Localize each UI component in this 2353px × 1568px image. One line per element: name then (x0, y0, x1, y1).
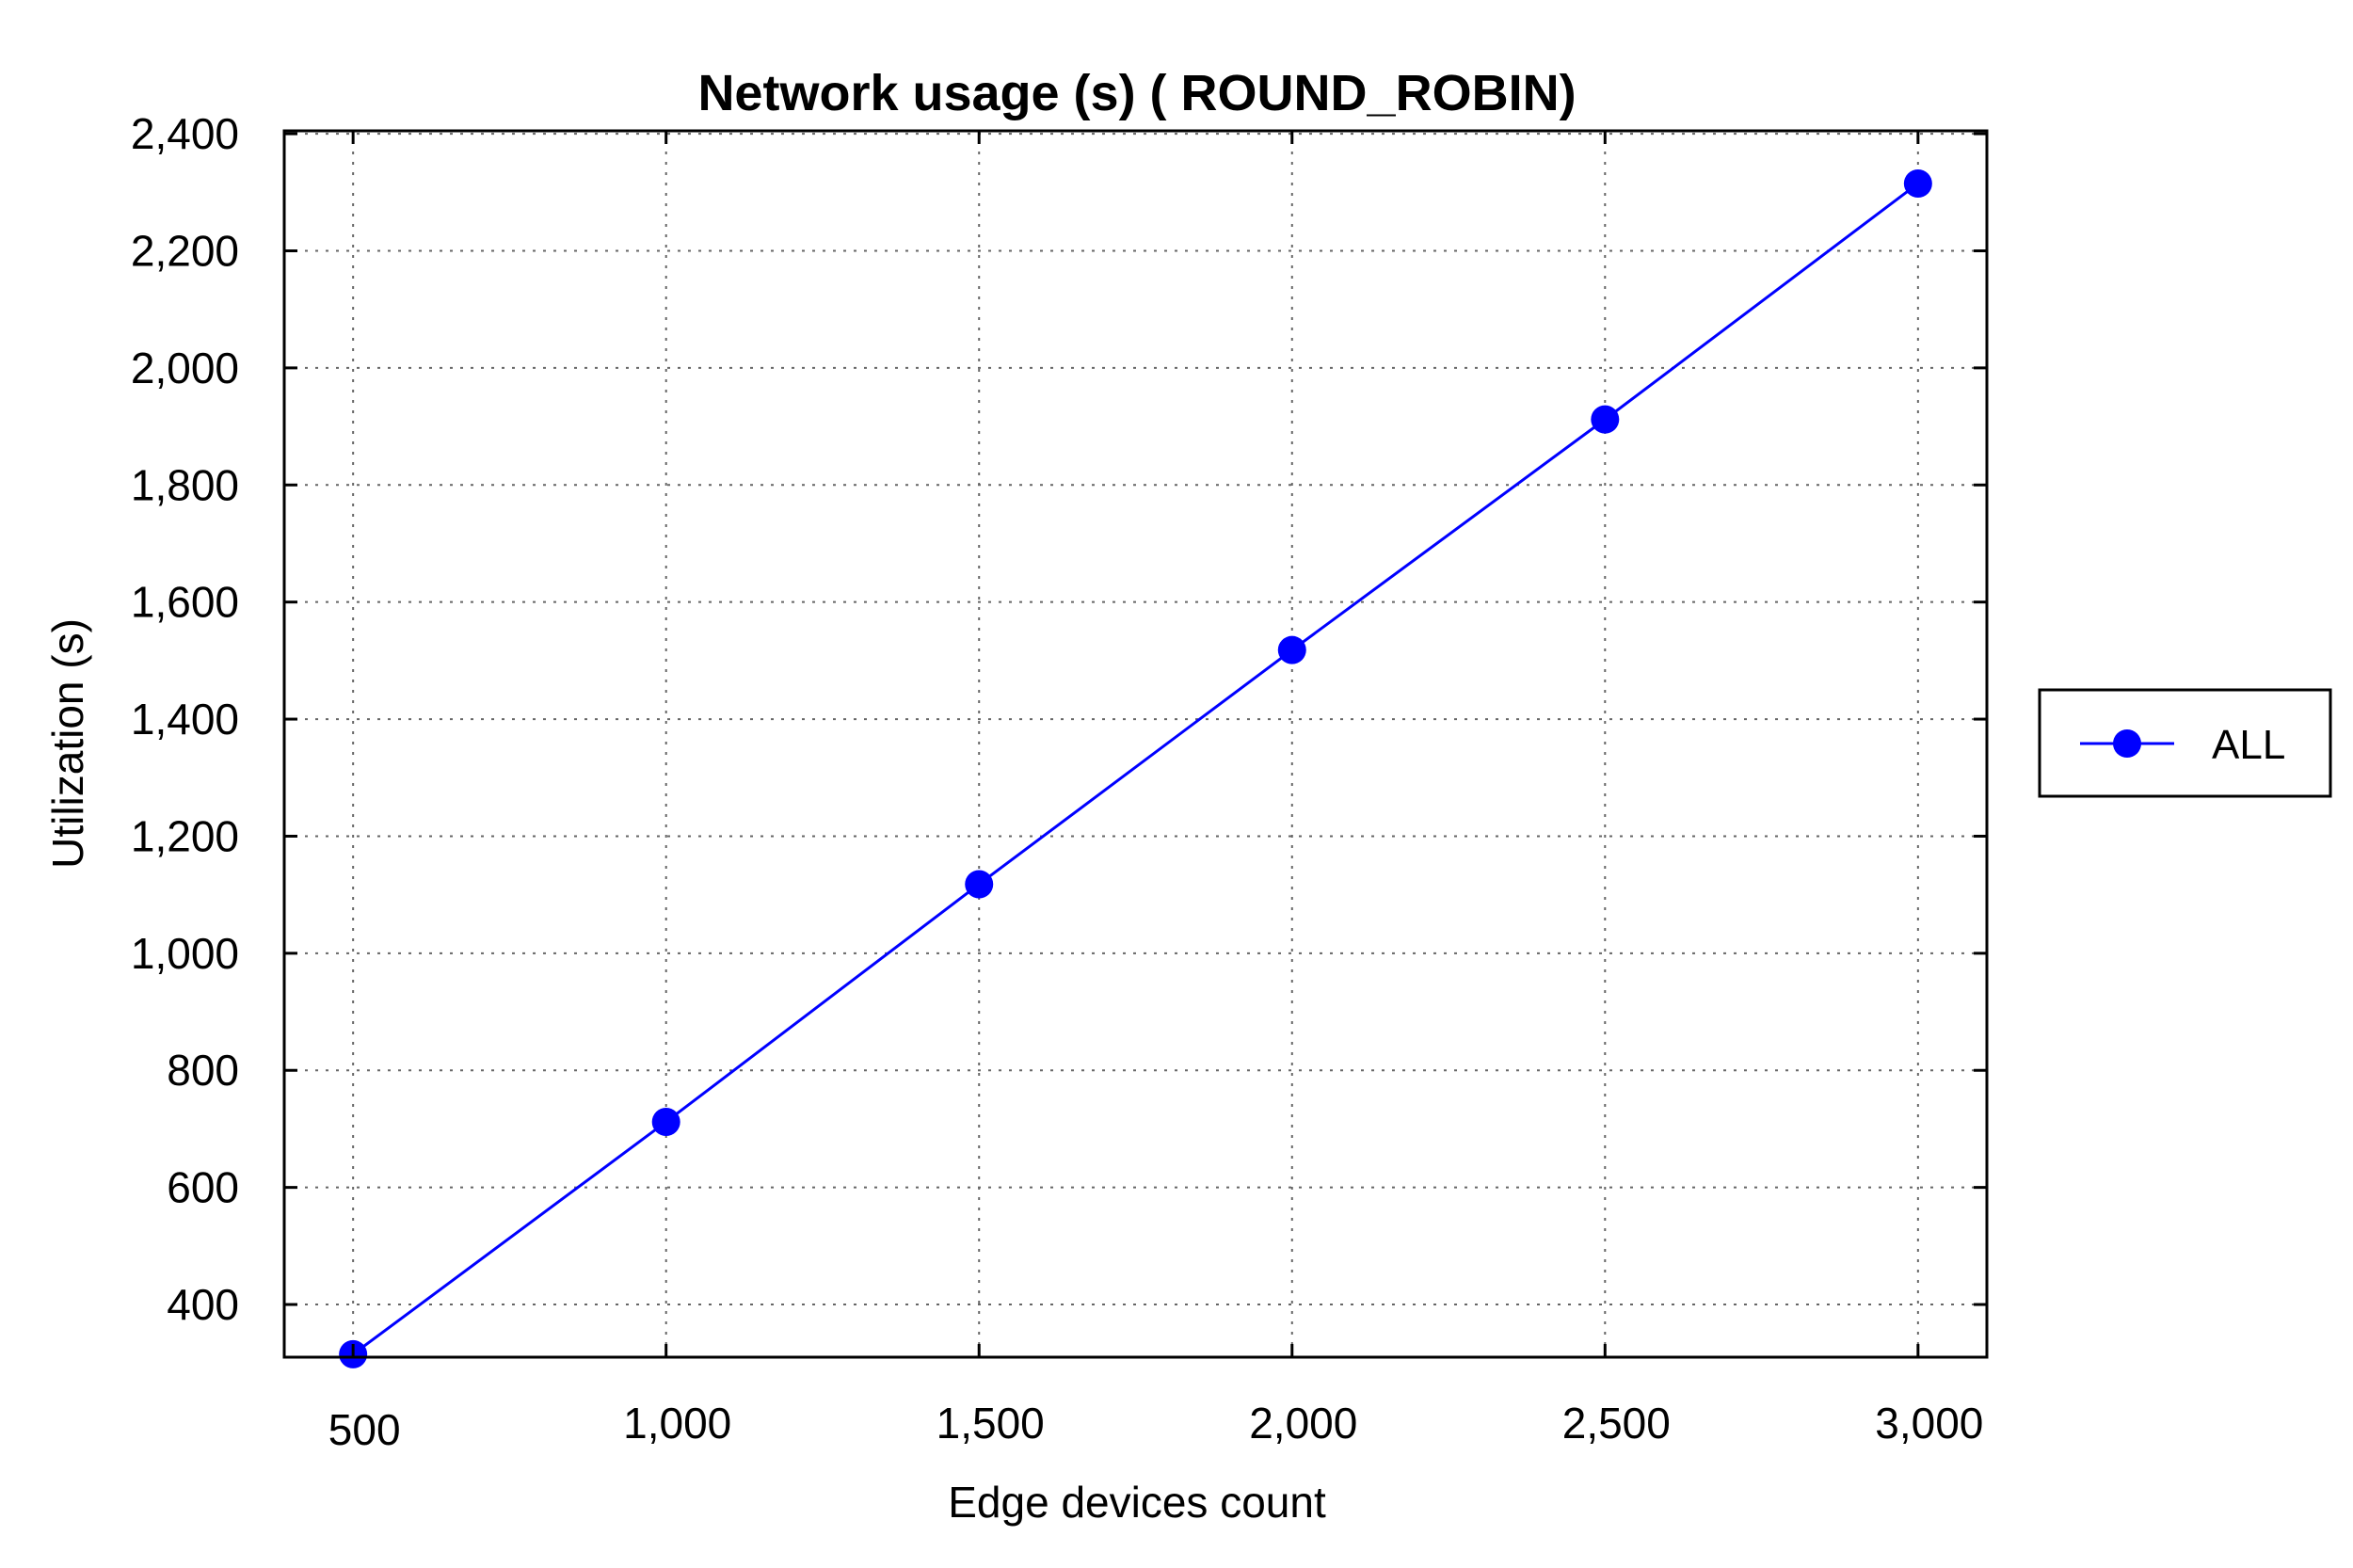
y-tick-label: 1,200 (131, 811, 239, 860)
y-axis-ticks: 400 600 800 1,000 1,200 1,400 1,600 1,800 2,000 2… (131, 109, 1987, 1329)
y-tick-label: 400 (167, 1280, 239, 1329)
x-tick-label: 500 (328, 1405, 401, 1454)
series-markers (339, 168, 1932, 1368)
data-point (1277, 635, 1306, 664)
x-tick-label: 2,000 (1249, 1399, 1357, 1448)
y-axis-label: Utilization (s) (43, 618, 92, 869)
data-point (1903, 168, 1932, 198)
series-line-layer (352, 182, 1919, 1356)
plot-frame (282, 129, 1989, 1359)
series-line (352, 182, 1919, 1356)
legend-entry-label: ALL (2212, 722, 2285, 768)
y-tick-label: 600 (167, 1163, 239, 1212)
y-tick-label: 1,400 (131, 695, 239, 744)
data-point (1591, 405, 1620, 434)
y-tick-label: 1,600 (131, 578, 239, 627)
x-tick-label: 1,000 (623, 1399, 731, 1448)
x-tick-label: 3,000 (1875, 1399, 1983, 1448)
y-tick-label: 2,200 (131, 227, 239, 276)
y-tick-label: 2,000 (131, 344, 239, 392)
legend: ALL (2038, 688, 2332, 798)
y-tick-label: 800 (167, 1046, 239, 1095)
x-tick-label: 1,500 (936, 1399, 1045, 1448)
y-tick-label: 1,000 (131, 929, 239, 978)
y-tick-label: 1,800 (131, 460, 239, 509)
x-axis-label: Edge devices count (948, 1478, 1326, 1527)
data-point (965, 870, 994, 899)
chart-title: Network usage (s) ( ROUND_ROBIN) (697, 65, 1576, 121)
legend-marker (2113, 729, 2141, 758)
y-tick-label: 2,400 (131, 109, 239, 158)
x-tick-label: 2,500 (1562, 1399, 1671, 1448)
data-point (651, 1107, 680, 1136)
x-axis-ticks: 500 1,000 1,500 2,000 2,500 3,000 (328, 131, 1983, 1454)
grid-lines (284, 131, 1987, 1357)
